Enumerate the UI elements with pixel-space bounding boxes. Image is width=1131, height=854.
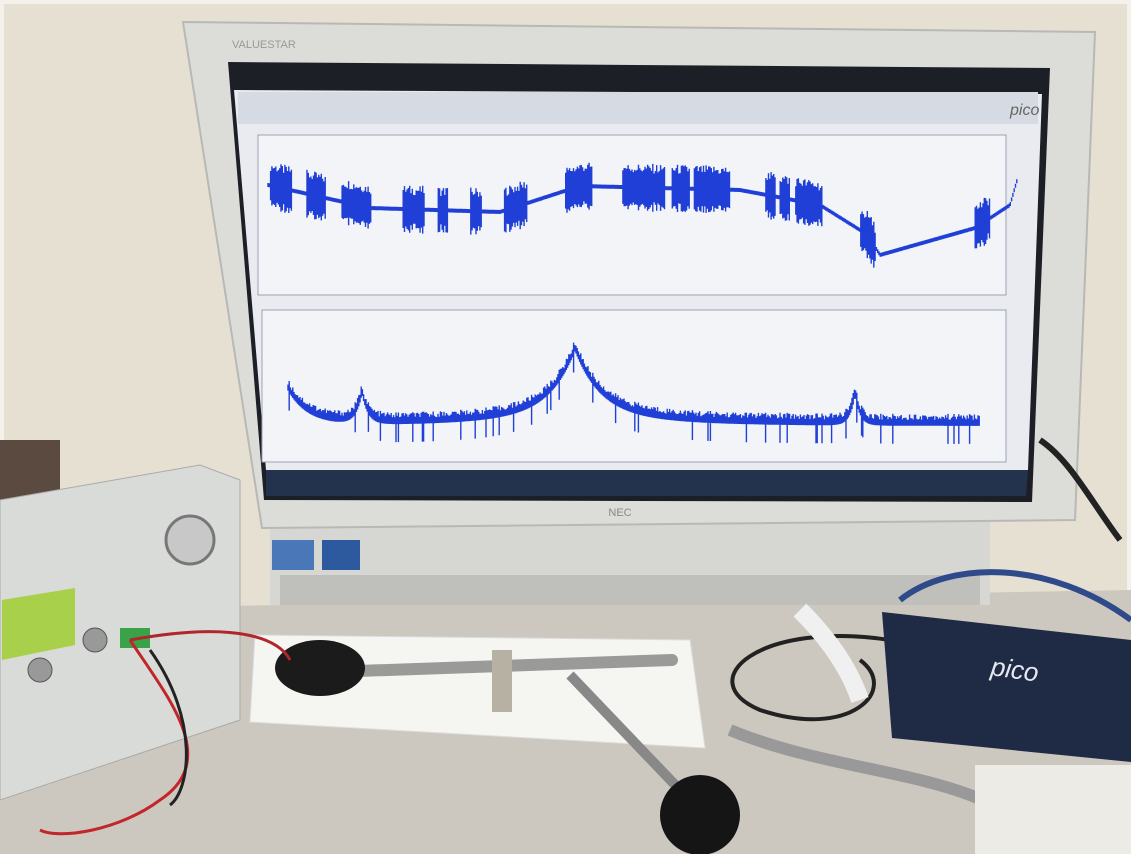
clamp bbox=[492, 650, 512, 712]
monitor-model: VALUESTAR bbox=[232, 39, 296, 51]
knob bbox=[166, 516, 214, 564]
toolbar bbox=[238, 92, 1038, 124]
spectrum-plot bbox=[262, 310, 1006, 462]
screwdriver-handle bbox=[660, 775, 740, 854]
page: pico VALUESTAR NEC pico (() => { const d… bbox=[0, 0, 1131, 854]
sticker bbox=[322, 540, 360, 570]
taskbar bbox=[266, 470, 1028, 496]
photo: pico VALUESTAR NEC pico bbox=[0, 0, 1131, 854]
bnc-connector bbox=[83, 628, 107, 652]
sticker bbox=[272, 540, 314, 570]
monitor-base bbox=[280, 575, 980, 605]
screen-logo: pico bbox=[1009, 102, 1039, 119]
paper bbox=[975, 765, 1131, 854]
monitor-brand: NEC bbox=[608, 507, 631, 519]
probe-tip bbox=[275, 640, 365, 696]
bnc-connector bbox=[28, 658, 52, 682]
